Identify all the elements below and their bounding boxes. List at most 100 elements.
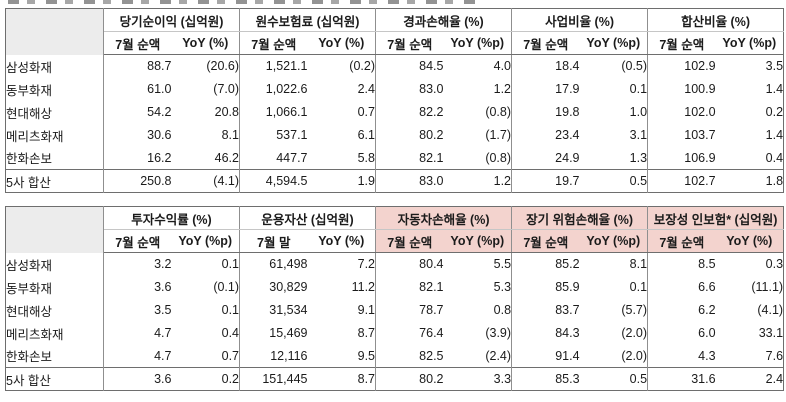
cell-value: 1.8 <box>715 169 784 193</box>
table-row: 메리츠화재 30.6 8.1 537.1 6.1 80.2 (1.7) 23.4 3.1 103.… <box>5 123 784 147</box>
cell-value: (2.0) <box>621 348 648 363</box>
cell-value: 1,022.6 <box>239 77 308 101</box>
cell-value: 31,534 <box>239 298 308 322</box>
cell-value: 4,594.5 <box>239 169 308 193</box>
cell-value: 31.6 <box>647 367 716 391</box>
cell-value: 23.4 <box>511 123 580 147</box>
cell-value: (4.1) <box>171 169 240 193</box>
cell-value: 6.2 <box>647 298 716 322</box>
table-row: 삼성화재 88.7 (20.6) 1,521.1 (0.2) 84.5 4.0 18.4 (0.… <box>5 54 784 78</box>
cell-value: 83.7 <box>511 298 580 322</box>
cell-value: 1.2 <box>443 169 512 193</box>
cell-value: 82.5 <box>375 344 444 368</box>
table-row: 현대해상 3.5 0.1 31,534 9.1 78.7 0.8 83.7 (5.7) 6.2 (4… <box>5 298 784 322</box>
cell-value: 84.3 <box>511 321 580 345</box>
column-sub-header: 7월 순액 <box>647 229 716 253</box>
row-label: 삼성화재 <box>5 54 104 78</box>
cell-value: 3.1 <box>629 128 648 142</box>
column-group-header: 원수보험료 (십억원) <box>239 8 376 32</box>
cell-value: 82.1 <box>375 275 444 299</box>
cell-value: (0.5) <box>621 59 648 74</box>
cell-value: 88.7 <box>103 54 172 78</box>
cell-value: (4.1) <box>757 303 784 317</box>
cell-value: 80.4 <box>375 252 444 276</box>
table-row: 한화손보 16.2 46.2 447.7 5.8 82.1 (0.8) 24.9 1.3 106.… <box>5 146 784 170</box>
insurers-results-table-bottom: 투자수익률 (%) 운용자산 (십억원) 자동차손해율 (%) 장기 위험손해율 (%… <box>5 206 785 391</box>
cell-value: (2.0) <box>621 326 648 340</box>
cell-value: 8.1 <box>629 257 648 272</box>
cell-value: 46.2 <box>214 150 239 165</box>
cell-value: 4.0 <box>493 59 512 74</box>
cell-value: 83.0 <box>375 77 444 101</box>
cell-value: (20.6) <box>206 59 239 74</box>
cell-value: 7.6 <box>765 348 784 363</box>
row-label: 5사 합산 <box>5 367 104 391</box>
cell-value: 30,829 <box>239 275 308 299</box>
cell-value: 1.9 <box>307 169 376 193</box>
cell-value: 15,469 <box>239 321 308 345</box>
row-label: 5사 합산 <box>5 169 104 193</box>
cell-value: 3.6 <box>103 367 172 391</box>
cell-value: 85.2 <box>511 252 580 276</box>
cell-value: 6.0 <box>647 321 716 345</box>
column-sub-header: 7월 순액 <box>239 31 308 55</box>
cell-value: 447.7 <box>239 146 308 170</box>
table-row: 한화손보 4.7 0.7 12,116 9.5 82.5 (2.4) 91.4 (2.0) 4.3… <box>5 344 784 368</box>
cell-value: (0.8) <box>485 150 512 165</box>
cell-value: 0.7 <box>357 105 375 119</box>
column-group-header: 사업비율 (%) <box>511 8 648 32</box>
cell-value: 80.2 <box>375 367 444 391</box>
cell-value: 0.1 <box>629 280 648 294</box>
cell-value: 61,498 <box>239 252 308 276</box>
row-label: 메리츠화재 <box>5 321 104 345</box>
cropped-title-fragment <box>8 0 478 4</box>
cell-value: 103.7 <box>647 123 716 147</box>
cell-value: 12,116 <box>239 344 308 368</box>
cell-value: (7.0) <box>213 82 239 96</box>
cell-value: 0.1 <box>221 257 240 272</box>
cell-value: 9.1 <box>357 303 376 317</box>
cell-value: 16.2 <box>103 146 172 170</box>
column-sub-header: YoY (%p) <box>443 31 512 55</box>
table-row: 메리츠화재 4.7 0.4 15,469 8.7 76.4 (3.9) 84.3 (2.0) 6.… <box>5 321 784 345</box>
cell-value: 19.8 <box>511 100 580 124</box>
cell-value: 0.3 <box>765 257 784 272</box>
column-sub-header: YoY (%p) <box>579 31 648 55</box>
cell-value: 102.0 <box>647 100 716 124</box>
cell-value: 91.4 <box>511 344 580 368</box>
cell-value: 151,445 <box>239 367 308 391</box>
cell-value: 1,521.1 <box>239 54 308 78</box>
cell-value: 6.1 <box>357 128 375 142</box>
table-row: 삼성화재 3.2 0.1 61,498 7.2 80.4 5.5 85.2 8.1 8.5 0.3 <box>5 252 784 276</box>
cell-value: 0.7 <box>221 348 240 363</box>
corner-cell <box>5 206 104 253</box>
cell-value: 85.3 <box>511 367 580 391</box>
row-label: 한화손보 <box>5 146 104 170</box>
cell-value: 4.7 <box>103 321 172 345</box>
column-sub-header: YoY (%) <box>715 229 784 253</box>
column-sub-header: YoY (%p) <box>579 229 648 253</box>
cell-value: 0.5 <box>579 169 648 193</box>
row-label: 메리츠화재 <box>5 123 104 147</box>
column-sub-header: 7월 순액 <box>103 229 172 253</box>
cell-value: 17.9 <box>511 77 580 101</box>
cell-value: 80.2 <box>375 123 444 147</box>
column-sub-header: 7월 말 <box>239 229 308 253</box>
cell-value: (0.8) <box>485 105 512 119</box>
corner-cell <box>5 8 104 55</box>
column-sub-header: 7월 순액 <box>375 31 444 55</box>
row-label: 동부화재 <box>5 275 104 299</box>
cell-value: 1,066.1 <box>239 100 308 124</box>
column-sub-header: YoY (%) <box>171 31 240 55</box>
cell-value: 83.0 <box>375 169 444 193</box>
column-sub-header: 7월 순액 <box>103 31 172 55</box>
cell-value: 102.7 <box>647 169 716 193</box>
cell-value: 24.9 <box>511 146 580 170</box>
column-sub-header: 7월 순액 <box>647 31 716 55</box>
cell-value: 1.3 <box>629 150 648 165</box>
cell-value: 250.8 <box>103 169 172 193</box>
cell-value: 6.6 <box>647 275 716 299</box>
cell-value: 3.5 <box>765 59 784 74</box>
cell-value: 3.6 <box>103 275 172 299</box>
